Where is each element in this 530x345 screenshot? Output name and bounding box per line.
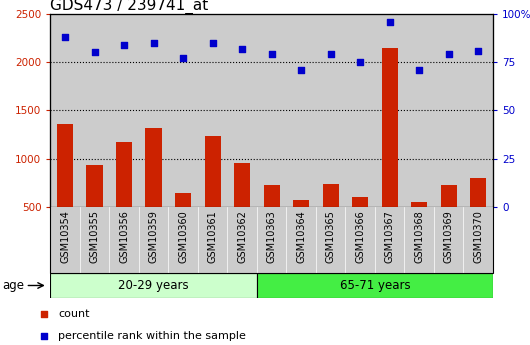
Bar bbox=[434, 207, 463, 273]
Point bbox=[444, 52, 453, 57]
Text: count: count bbox=[58, 309, 90, 319]
Bar bbox=[57, 124, 73, 207]
Point bbox=[474, 48, 482, 53]
Bar bbox=[257, 14, 286, 207]
Text: GSM10363: GSM10363 bbox=[267, 210, 277, 263]
Text: GSM10356: GSM10356 bbox=[119, 210, 129, 263]
Bar bbox=[463, 14, 493, 207]
Bar bbox=[375, 207, 404, 273]
Bar bbox=[146, 128, 162, 207]
Point bbox=[326, 52, 335, 57]
Text: GSM10364: GSM10364 bbox=[296, 210, 306, 263]
Text: GSM10370: GSM10370 bbox=[473, 210, 483, 263]
Bar bbox=[80, 14, 109, 207]
Bar bbox=[169, 207, 198, 273]
Bar bbox=[175, 194, 191, 207]
Bar bbox=[411, 202, 427, 207]
Point bbox=[149, 40, 158, 46]
Bar bbox=[50, 207, 80, 273]
Point bbox=[120, 42, 128, 48]
Bar bbox=[257, 207, 286, 273]
Bar bbox=[86, 166, 103, 207]
Text: GSM10360: GSM10360 bbox=[178, 210, 188, 263]
Bar bbox=[263, 185, 280, 207]
Text: percentile rank within the sample: percentile rank within the sample bbox=[58, 331, 246, 341]
Bar bbox=[404, 207, 434, 273]
Bar bbox=[346, 207, 375, 273]
Point bbox=[40, 311, 49, 317]
Text: 20-29 years: 20-29 years bbox=[118, 279, 189, 292]
Bar bbox=[470, 178, 486, 207]
Bar bbox=[286, 14, 316, 207]
Bar bbox=[50, 14, 80, 207]
Bar bbox=[198, 14, 227, 207]
Text: GSM10366: GSM10366 bbox=[355, 210, 365, 263]
Text: GSM10365: GSM10365 bbox=[325, 210, 335, 263]
Point bbox=[238, 46, 246, 51]
Bar bbox=[109, 207, 139, 273]
Bar bbox=[346, 14, 375, 207]
Bar bbox=[50, 273, 257, 298]
Point bbox=[40, 333, 49, 338]
Text: GDS473 / 239741_at: GDS473 / 239741_at bbox=[50, 0, 209, 14]
Bar bbox=[323, 184, 339, 207]
Bar bbox=[139, 14, 169, 207]
Bar bbox=[139, 207, 169, 273]
Bar bbox=[227, 207, 257, 273]
Bar bbox=[80, 207, 109, 273]
Bar bbox=[257, 273, 493, 298]
Point bbox=[415, 67, 423, 72]
Bar bbox=[198, 207, 227, 273]
Text: age: age bbox=[3, 279, 25, 292]
Point bbox=[267, 52, 276, 57]
Text: GSM10367: GSM10367 bbox=[385, 210, 395, 263]
Bar bbox=[440, 185, 457, 207]
Bar bbox=[463, 207, 493, 273]
Bar bbox=[227, 14, 257, 207]
Text: GSM10361: GSM10361 bbox=[208, 210, 218, 263]
Bar bbox=[316, 207, 346, 273]
Point bbox=[90, 50, 99, 55]
Text: GSM10369: GSM10369 bbox=[444, 210, 454, 263]
Bar bbox=[382, 48, 398, 207]
Point bbox=[385, 19, 394, 24]
Bar bbox=[169, 14, 198, 207]
Bar bbox=[116, 142, 132, 207]
Bar bbox=[286, 207, 316, 273]
Point bbox=[179, 56, 188, 61]
Point bbox=[61, 34, 69, 40]
Text: GSM10354: GSM10354 bbox=[60, 210, 70, 263]
Bar bbox=[293, 200, 309, 207]
Bar bbox=[109, 14, 139, 207]
Bar bbox=[316, 14, 346, 207]
Bar bbox=[434, 14, 463, 207]
Bar bbox=[234, 162, 250, 207]
Text: 65-71 years: 65-71 years bbox=[340, 279, 410, 292]
Point bbox=[297, 67, 305, 72]
Text: GSM10368: GSM10368 bbox=[414, 210, 424, 263]
Point bbox=[356, 59, 365, 65]
Bar bbox=[404, 14, 434, 207]
Point bbox=[208, 40, 217, 46]
Bar bbox=[205, 137, 220, 207]
Text: GSM10359: GSM10359 bbox=[148, 210, 158, 263]
Text: GSM10355: GSM10355 bbox=[90, 210, 100, 263]
Text: GSM10362: GSM10362 bbox=[237, 210, 247, 263]
Bar bbox=[352, 197, 368, 207]
Bar bbox=[375, 14, 404, 207]
